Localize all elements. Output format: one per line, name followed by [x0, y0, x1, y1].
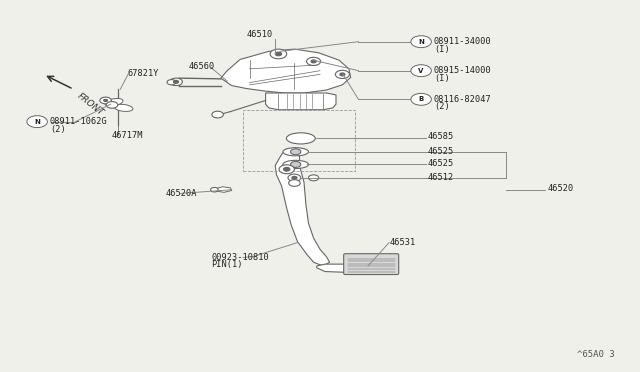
FancyBboxPatch shape	[344, 254, 399, 275]
Circle shape	[275, 52, 282, 56]
Text: 46525: 46525	[428, 159, 454, 168]
Polygon shape	[214, 187, 232, 192]
Circle shape	[411, 65, 431, 77]
Text: 46525: 46525	[428, 147, 454, 155]
Circle shape	[211, 187, 218, 192]
Text: 08116-82047: 08116-82047	[434, 95, 492, 104]
Text: 46510: 46510	[246, 30, 273, 39]
Circle shape	[270, 49, 287, 59]
Circle shape	[170, 78, 182, 86]
Circle shape	[335, 70, 349, 78]
Circle shape	[411, 93, 431, 105]
Text: N: N	[34, 119, 40, 125]
Circle shape	[284, 167, 290, 171]
Text: 00923-10810: 00923-10810	[211, 253, 269, 262]
Text: 46585: 46585	[428, 132, 454, 141]
Text: (I): (I)	[434, 74, 450, 83]
Polygon shape	[221, 49, 351, 93]
Polygon shape	[275, 149, 330, 266]
Bar	[243, 110, 355, 171]
Circle shape	[167, 80, 176, 85]
Circle shape	[411, 36, 431, 48]
Ellipse shape	[283, 148, 308, 156]
Text: 46520: 46520	[547, 185, 573, 193]
Circle shape	[311, 60, 316, 63]
Text: 46560: 46560	[189, 62, 215, 71]
Text: 46520A: 46520A	[165, 189, 196, 198]
Circle shape	[291, 161, 301, 167]
Ellipse shape	[287, 133, 315, 144]
Circle shape	[289, 180, 300, 186]
Text: V: V	[419, 68, 424, 74]
Text: N: N	[418, 39, 424, 45]
Text: 08911-34000: 08911-34000	[434, 37, 492, 46]
Circle shape	[291, 149, 301, 155]
Circle shape	[340, 73, 345, 76]
Polygon shape	[266, 93, 336, 110]
Text: FRONT: FRONT	[76, 91, 106, 117]
Circle shape	[279, 165, 294, 174]
Ellipse shape	[114, 104, 133, 112]
Circle shape	[212, 111, 223, 118]
Text: 08915-14000: 08915-14000	[434, 66, 492, 75]
Text: 08911-1062G: 08911-1062G	[50, 117, 108, 126]
Text: 67821Y: 67821Y	[128, 69, 159, 78]
Text: (2): (2)	[50, 125, 66, 134]
Ellipse shape	[283, 160, 308, 169]
Ellipse shape	[105, 99, 123, 106]
Text: PIN(1): PIN(1)	[211, 260, 243, 269]
Text: (I): (I)	[434, 45, 450, 54]
Circle shape	[308, 175, 319, 181]
Polygon shape	[317, 264, 355, 272]
Circle shape	[307, 57, 321, 65]
Text: 46512: 46512	[428, 173, 454, 182]
Circle shape	[104, 99, 108, 102]
Circle shape	[106, 102, 118, 108]
Text: (2): (2)	[434, 102, 450, 111]
Text: B: B	[419, 96, 424, 102]
Text: 46717M: 46717M	[112, 131, 143, 140]
Circle shape	[288, 174, 301, 182]
Circle shape	[27, 116, 47, 128]
Circle shape	[100, 97, 111, 104]
Text: ^65A0 3: ^65A0 3	[577, 350, 614, 359]
Text: 46531: 46531	[389, 238, 415, 247]
Circle shape	[173, 80, 179, 83]
Circle shape	[292, 176, 297, 179]
